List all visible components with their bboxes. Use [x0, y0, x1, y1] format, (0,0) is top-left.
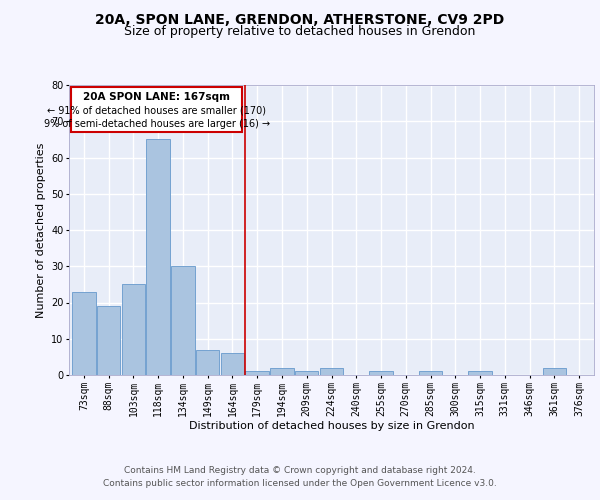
- FancyBboxPatch shape: [71, 87, 242, 132]
- Text: 20A SPON LANE: 167sqm: 20A SPON LANE: 167sqm: [83, 92, 230, 102]
- Text: ← 91% of detached houses are smaller (170): ← 91% of detached houses are smaller (17…: [47, 106, 266, 116]
- Bar: [369, 372, 393, 375]
- Bar: [171, 266, 194, 375]
- Text: 20A, SPON LANE, GRENDON, ATHERSTONE, CV9 2PD: 20A, SPON LANE, GRENDON, ATHERSTONE, CV9…: [95, 12, 505, 26]
- Bar: [146, 140, 170, 375]
- Text: Contains HM Land Registry data © Crown copyright and database right 2024.
Contai: Contains HM Land Registry data © Crown c…: [103, 466, 497, 487]
- Bar: [97, 306, 121, 375]
- Text: Size of property relative to detached houses in Grendon: Size of property relative to detached ho…: [124, 25, 476, 38]
- Bar: [295, 372, 319, 375]
- Text: 9% of semi-detached houses are larger (16) →: 9% of semi-detached houses are larger (1…: [44, 120, 270, 130]
- Y-axis label: Number of detached properties: Number of detached properties: [35, 142, 46, 318]
- Bar: [196, 350, 220, 375]
- Bar: [72, 292, 95, 375]
- Bar: [542, 368, 566, 375]
- Bar: [245, 372, 269, 375]
- Bar: [122, 284, 145, 375]
- Bar: [469, 372, 492, 375]
- Bar: [320, 368, 343, 375]
- Bar: [221, 353, 244, 375]
- Bar: [419, 372, 442, 375]
- Bar: [270, 368, 294, 375]
- X-axis label: Distribution of detached houses by size in Grendon: Distribution of detached houses by size …: [188, 422, 475, 432]
